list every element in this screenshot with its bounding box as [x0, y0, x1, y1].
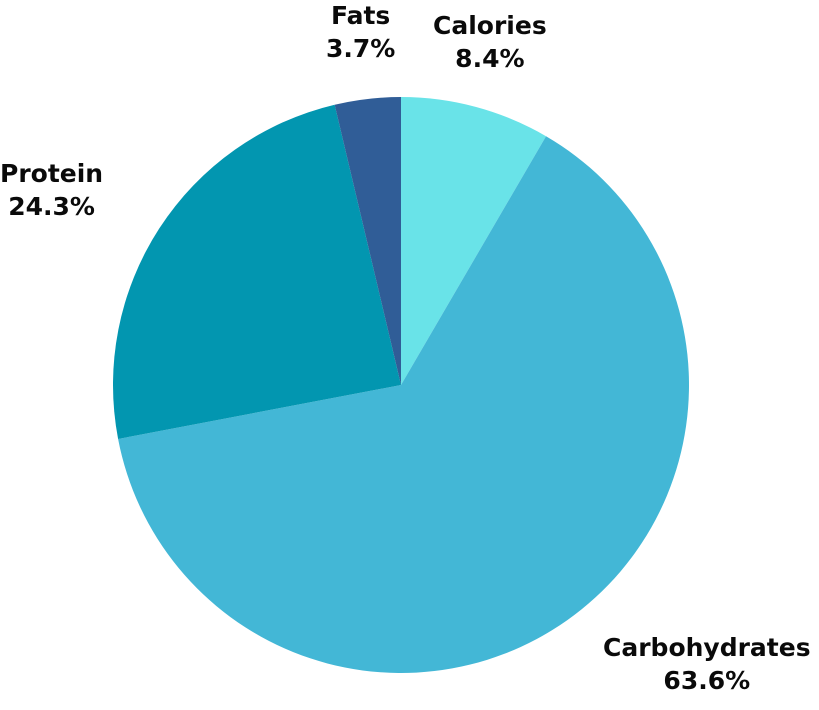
label-fats-name: Fats [331, 1, 391, 30]
label-carbohydrates-name: Carbohydrates [603, 633, 811, 662]
label-protein: Protein 24.3% [0, 158, 103, 223]
label-fats: Fats 3.7% [326, 0, 395, 65]
pie-slice-fats [334, 97, 401, 385]
label-calories: Calories 8.4% [433, 10, 547, 75]
label-protein-value: 24.3% [8, 191, 95, 221]
label-fats-value: 3.7% [326, 33, 396, 63]
label-carbohydrates: Carbohydrates 63.6% [603, 632, 811, 697]
label-calories-name: Calories [433, 11, 547, 40]
pie-slice-calories [401, 97, 547, 385]
label-protein-name: Protein [0, 159, 104, 188]
pie-slice-protein [112, 104, 401, 439]
label-carbohydrates-value: 63.6% [663, 665, 751, 695]
pie-slices [112, 97, 689, 674]
label-calories-value: 8.4% [455, 43, 525, 73]
pie-slice-carbohydrates [118, 136, 689, 674]
